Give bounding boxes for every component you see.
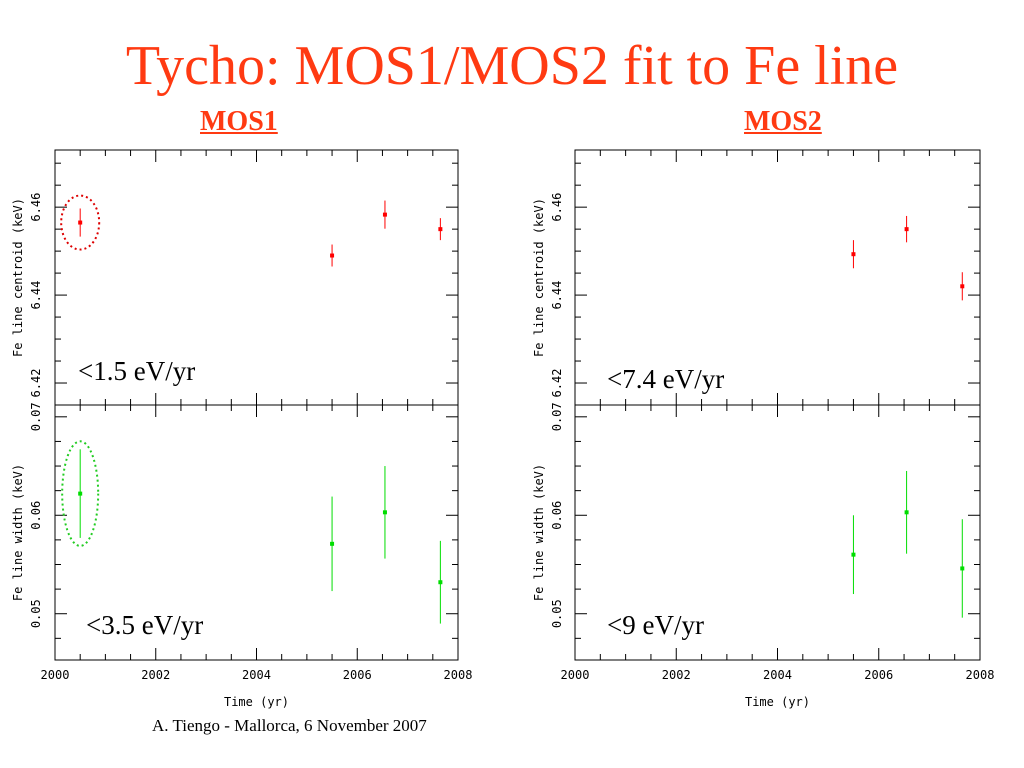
data-point bbox=[330, 253, 335, 258]
y-axis-label: Fe line centroid (keV) bbox=[11, 198, 25, 357]
data-point bbox=[904, 510, 909, 515]
y-tick-label: 6.44 bbox=[29, 281, 43, 310]
y-axis-label: Fe line width (keV) bbox=[532, 464, 546, 601]
data-point bbox=[78, 491, 83, 496]
highlight-ellipse bbox=[61, 440, 100, 547]
data-point bbox=[851, 552, 856, 557]
x-tick-label: 2004 bbox=[242, 668, 271, 682]
y-axis-label: Fe line width (keV) bbox=[11, 464, 25, 601]
y-tick-label: 6.46 bbox=[550, 193, 564, 222]
highlight-ellipse bbox=[60, 194, 101, 251]
mos1-label: MOS1 bbox=[200, 106, 278, 137]
x-tick-label: 2004 bbox=[763, 668, 792, 682]
x-tick-label: 2008 bbox=[444, 668, 473, 682]
x-axis-label: Time (yr) bbox=[745, 695, 810, 709]
y-tick-label: 6.42 bbox=[29, 369, 43, 398]
x-tick-label: 2000 bbox=[561, 668, 590, 682]
x-tick-label: 2000 bbox=[41, 668, 70, 682]
rate-annotation: <1.5 eV/yr bbox=[78, 356, 195, 386]
y-tick-label: 0.06 bbox=[550, 501, 564, 530]
y-tick-label: 0.07 bbox=[550, 402, 564, 431]
data-point bbox=[960, 566, 965, 571]
data-point bbox=[851, 252, 856, 257]
rate-annotation: <9 eV/yr bbox=[607, 610, 704, 640]
mos2-label: MOS2 bbox=[744, 106, 822, 137]
data-point bbox=[438, 580, 443, 585]
rate-annotation: <3.5 eV/yr bbox=[86, 610, 203, 640]
y-tick-label: 0.05 bbox=[550, 599, 564, 628]
y-tick-label: 6.46 bbox=[29, 193, 43, 222]
data-point bbox=[78, 220, 83, 225]
y-axis-label: Fe line centroid (keV) bbox=[532, 198, 546, 357]
y-tick-label: 0.05 bbox=[29, 599, 43, 628]
y-tick-label: 0.07 bbox=[29, 402, 43, 431]
x-axis-label: Time (yr) bbox=[224, 695, 289, 709]
y-tick-label: 0.06 bbox=[29, 501, 43, 530]
footer-credit: A. Tiengo - Mallorca, 6 November 2007 bbox=[152, 716, 427, 735]
data-point bbox=[438, 227, 443, 232]
x-tick-label: 2002 bbox=[141, 668, 170, 682]
data-point bbox=[382, 212, 387, 217]
x-tick-label: 2006 bbox=[343, 668, 372, 682]
rate-annotation: <7.4 eV/yr bbox=[607, 364, 724, 394]
data-point bbox=[904, 227, 909, 232]
slide-title: Tycho: MOS1/MOS2 fit to Fe line bbox=[125, 35, 899, 97]
data-point bbox=[330, 541, 335, 546]
data-point bbox=[960, 284, 965, 289]
x-tick-label: 2008 bbox=[966, 668, 995, 682]
x-tick-label: 2002 bbox=[662, 668, 691, 682]
x-tick-label: 2006 bbox=[864, 668, 893, 682]
y-tick-label: 6.42 bbox=[550, 369, 564, 398]
y-tick-label: 6.44 bbox=[550, 281, 564, 310]
data-point bbox=[382, 510, 387, 515]
